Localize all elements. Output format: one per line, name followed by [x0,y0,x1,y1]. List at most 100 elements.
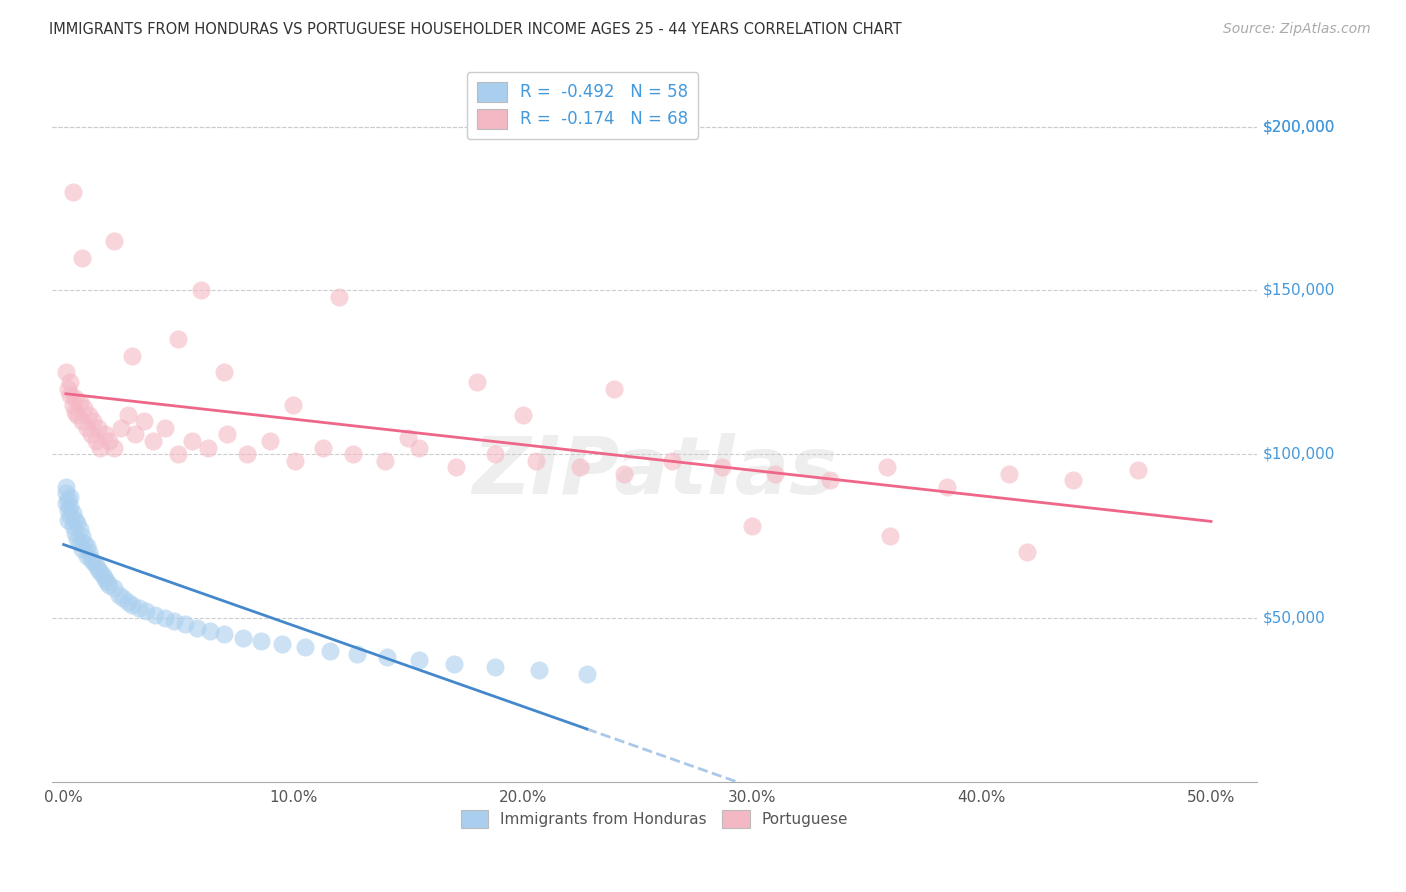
Text: $100,000: $100,000 [1263,447,1336,462]
Point [121,349,143,363]
Point [465,375,488,389]
Point [145,607,167,622]
Text: $200,000: $200,000 [1263,119,1336,134]
Point [59,375,82,389]
Point [232,631,254,645]
Point [103,582,125,596]
Point [998,467,1021,481]
Text: IMMIGRANTS FROM HONDURAS VS PORTUGUESE HOUSEHOLDER INCOME AGES 25 - 44 YEARS COR: IMMIGRANTS FROM HONDURAS VS PORTUGUESE H… [49,22,901,37]
Point [124,427,146,442]
Point [319,643,342,657]
Point [741,519,763,533]
Text: Source: ZipAtlas.com: Source: ZipAtlas.com [1223,22,1371,37]
Point [181,434,204,448]
Point [56,503,79,517]
Point [91,568,114,582]
Text: $150,000: $150,000 [1263,283,1336,298]
Point [153,421,176,435]
Point [80,427,103,442]
Text: $200,000: $200,000 [1263,119,1336,134]
Point [62,506,84,520]
Point [103,441,125,455]
Point [135,604,157,618]
Point [70,414,93,428]
Point [408,653,430,667]
Point [69,523,91,537]
Point [89,441,111,455]
Point [55,486,77,500]
Point [107,588,129,602]
Point [59,490,82,504]
Point [259,434,281,448]
Point [98,578,121,592]
Point [568,460,591,475]
Point [76,421,98,435]
Point [711,460,734,475]
Point [56,493,79,508]
Point [98,434,121,448]
Point [879,529,901,543]
Point [575,666,598,681]
Point [132,414,155,428]
Legend: Immigrants from Honduras, Portuguese: Immigrants from Honduras, Portuguese [454,804,855,834]
Point [73,535,96,549]
Point [212,365,235,379]
Point [408,441,430,455]
Point [212,627,235,641]
Point [55,496,77,510]
Point [84,558,107,573]
Point [328,290,350,304]
Point [62,185,84,199]
Point [818,473,841,487]
Point [375,650,398,665]
Point [374,453,396,467]
Point [110,421,132,435]
Point [77,408,100,422]
Point [66,533,89,547]
Point [763,467,786,481]
Point [103,234,125,248]
Point [121,598,143,612]
Point [512,408,534,422]
Point [167,333,190,347]
Text: ZIPatlas: ZIPatlas [472,433,837,511]
Point [876,460,898,475]
Point [82,555,104,569]
Point [62,398,84,412]
Point [167,447,190,461]
Point [77,545,100,559]
Point [612,467,634,481]
Point [142,434,165,448]
Point [153,611,176,625]
Point [236,447,259,461]
Point [59,388,82,402]
Point [63,404,86,418]
Point [1126,463,1149,477]
Point [89,565,111,579]
Point [396,431,419,445]
Point [84,434,107,448]
Point [284,453,307,467]
Point [190,283,212,297]
Point [63,513,86,527]
Point [87,562,110,576]
Point [117,408,139,422]
Point [76,539,98,553]
Point [215,427,238,442]
Point [200,624,222,638]
Point [346,647,368,661]
Point [270,637,292,651]
Point [69,535,91,549]
Point [56,513,79,527]
Point [294,640,316,655]
Point [59,509,82,524]
Point [527,663,550,677]
Point [1017,545,1039,559]
Point [603,382,626,396]
Point [342,447,364,461]
Point [94,572,117,586]
Point [936,480,959,494]
Point [281,398,304,412]
Point [312,441,335,455]
Point [96,574,118,589]
